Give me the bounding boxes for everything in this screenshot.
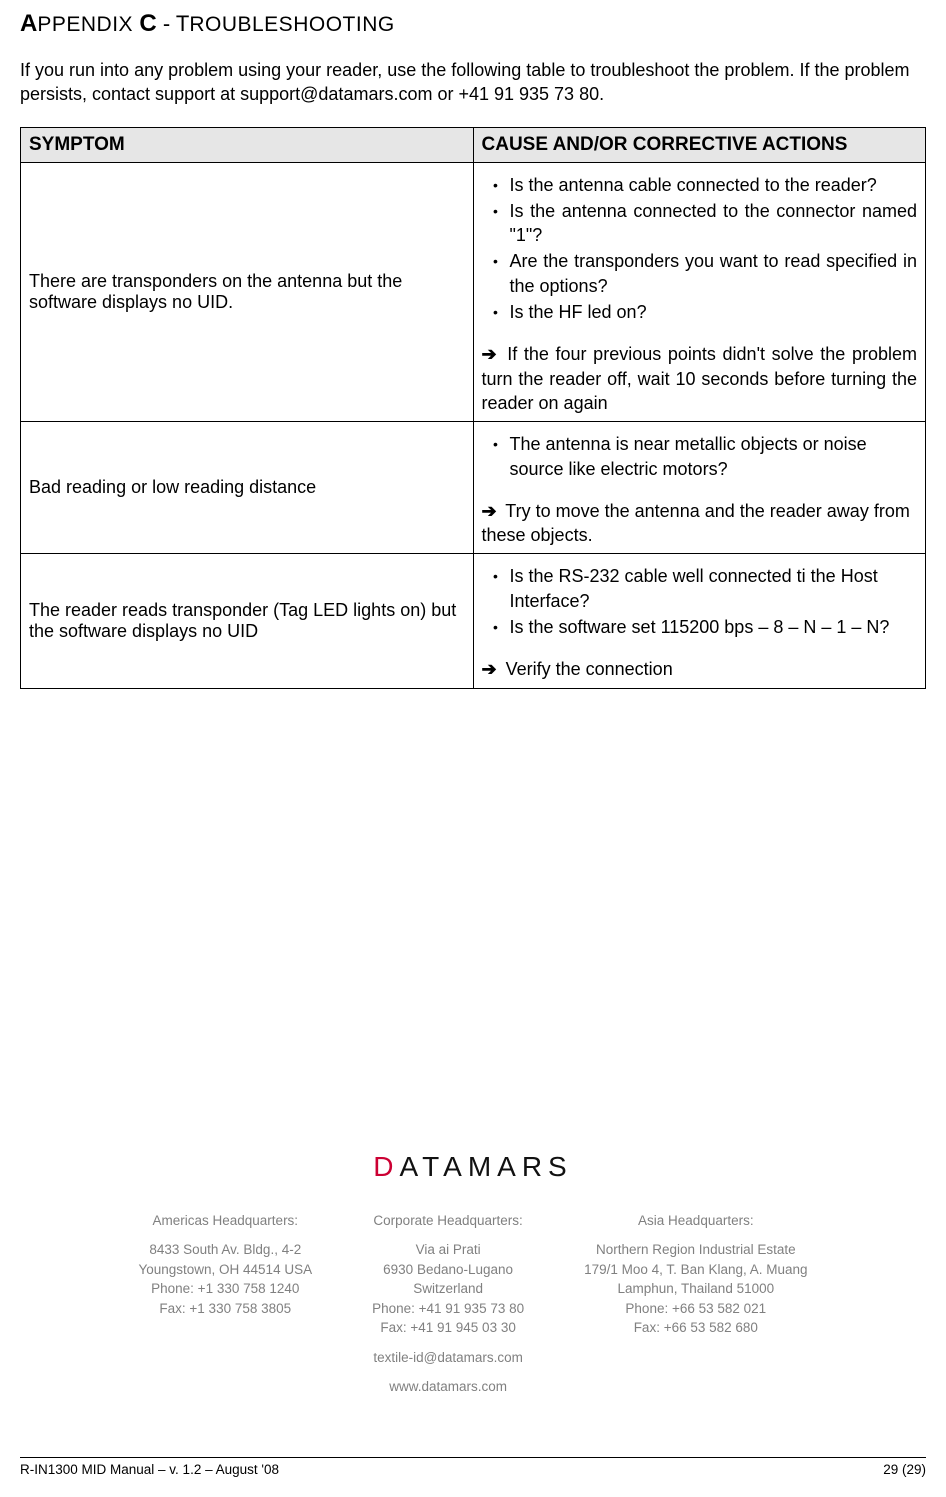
bullet-icon: • <box>482 564 510 588</box>
arrow-icon: ➔ <box>482 501 497 521</box>
symptom-cell: Bad reading or low reading distance <box>21 422 474 554</box>
address-line: Phone: +41 91 935 73 80 <box>372 1299 524 1319</box>
symptom-cell: The reader reads transponder (Tag LED li… <box>21 554 474 688</box>
symptom-cell: There are transponders on the antenna bu… <box>21 162 474 422</box>
hq-address: Northern Region Industrial Estate179/1 M… <box>584 1240 807 1338</box>
list-item-text: The antenna is near metallic objects or … <box>510 432 918 481</box>
datamars-logo: DATAMARS <box>373 1151 572 1182</box>
list-item-text: Is the antenna connected to the connecto… <box>510 199 918 248</box>
arrow-note: ➔ If the four previous points didn't sol… <box>482 342 918 415</box>
heading-ppendix: PPENDIX <box>37 13 139 36</box>
actions-list: •Is the RS-232 cable well connected ti t… <box>482 560 918 645</box>
logo-d-letter: D <box>373 1151 399 1182</box>
contact-extra: www.datamars.com <box>372 1377 524 1397</box>
address-line: Via ai Prati <box>372 1240 524 1260</box>
address-line: Phone: +1 330 758 1240 <box>138 1279 312 1299</box>
bullet-icon: • <box>482 249 510 273</box>
hq-title: Asia Headquarters: <box>584 1211 807 1231</box>
footer-divider <box>20 1457 926 1458</box>
table-row: Bad reading or low reading distance•The … <box>21 422 926 554</box>
table-header-row: SYMPTOM CAUSE AND/OR CORRECTIVE ACTIONS <box>21 127 926 162</box>
address-line: 8433 South Av. Bldg., 4-2 <box>138 1240 312 1260</box>
arrow-icon: ➔ <box>482 344 497 364</box>
list-item: •Are the transponders you want to read s… <box>482 249 918 298</box>
list-item: •The antenna is near metallic objects or… <box>482 432 918 481</box>
footer-right: 29 (29) <box>883 1462 926 1477</box>
arrow-text: If the four previous points didn't solve… <box>482 344 918 413</box>
address-line: Lamphun, Thailand 51000 <box>584 1279 807 1299</box>
heading-T: T <box>176 11 189 36</box>
actions-cell: •Is the antenna cable connected to the r… <box>473 162 926 422</box>
address-line: Phone: +66 53 582 021 <box>584 1299 807 1319</box>
hq-address: 8433 South Av. Bldg., 4-2Youngstown, OH … <box>138 1240 312 1318</box>
heading-A: A <box>20 10 37 37</box>
list-item: •Is the antenna cable connected to the r… <box>482 173 918 197</box>
arrow-text: Verify the connection <box>501 659 673 679</box>
list-item-text: Is the software set 115200 bps – 8 – N –… <box>510 615 918 639</box>
logo-block: DATAMARS <box>20 1151 926 1183</box>
header-actions: CAUSE AND/OR CORRECTIVE ACTIONS <box>473 127 926 162</box>
table-row: The reader reads transponder (Tag LED li… <box>21 554 926 688</box>
actions-cell: •Is the RS-232 cable well connected ti t… <box>473 554 926 688</box>
contact-column: Americas Headquarters: 8433 South Av. Bld… <box>138 1211 312 1398</box>
troubleshooting-table: SYMPTOM CAUSE AND/OR CORRECTIVE ACTIONS … <box>20 127 926 689</box>
address-line: Fax: +41 91 945 03 30 <box>372 1318 524 1338</box>
list-item: •Is the RS-232 cable well connected ti t… <box>482 564 918 613</box>
table-row: There are transponders on the antenna bu… <box>21 162 926 422</box>
arrow-note: ➔ Try to move the antenna and the reader… <box>482 499 918 548</box>
address-line: Fax: +1 330 758 3805 <box>138 1299 312 1319</box>
list-item-text: Are the transponders you want to read sp… <box>510 249 918 298</box>
hq-title: Corporate Headquarters: <box>372 1211 524 1231</box>
address-line: 179/1 Moo 4, T. Ban Klang, A. Muang <box>584 1260 807 1280</box>
actions-cell: •The antenna is near metallic objects or… <box>473 422 926 554</box>
actions-list: •The antenna is near metallic objects or… <box>482 428 918 487</box>
list-item: •Is the antenna connected to the connect… <box>482 199 918 248</box>
footer-left: R-IN1300 MID Manual – v. 1.2 – August '0… <box>20 1462 279 1477</box>
address-line: 6930 Bedano-Lugano <box>372 1260 524 1280</box>
list-item: •Is the software set 115200 bps – 8 – N … <box>482 615 918 639</box>
list-item-text: Is the RS-232 cable well connected ti th… <box>510 564 918 613</box>
list-item-text: Is the antenna cable connected to the re… <box>510 173 918 197</box>
bullet-icon: • <box>482 173 510 197</box>
address-line: Youngstown, OH 44514 USA <box>138 1260 312 1280</box>
logo-rest-letters: ATAMARS <box>400 1151 573 1182</box>
arrow-icon: ➔ <box>482 659 497 679</box>
arrow-text: Try to move the antenna and the reader a… <box>482 501 910 545</box>
intro-paragraph: If you run into any problem using your r… <box>20 58 926 107</box>
hq-title: Americas Headquarters: <box>138 1211 312 1231</box>
contact-extra: textile-id@datamars.com <box>372 1348 524 1368</box>
heading-C: C <box>139 10 156 37</box>
spacer <box>20 689 926 1151</box>
contact-column: Asia Headquarters: Northern Region Indust… <box>584 1211 807 1398</box>
bullet-icon: • <box>482 615 510 639</box>
bullet-icon: • <box>482 300 510 324</box>
page-footer: R-IN1300 MID Manual – v. 1.2 – August '0… <box>20 1462 926 1477</box>
bullet-icon: • <box>482 199 510 223</box>
header-symptom: SYMPTOM <box>21 127 474 162</box>
contact-column: Corporate Headquarters: Via ai Prati6930 … <box>372 1211 524 1398</box>
address-line: Switzerland <box>372 1279 524 1299</box>
heading-dash: - <box>157 11 176 36</box>
bullet-icon: • <box>482 432 510 456</box>
address-line: Northern Region Industrial Estate <box>584 1240 807 1260</box>
address-line: Fax: +66 53 582 680 <box>584 1318 807 1338</box>
arrow-note: ➔ Verify the connection <box>482 657 918 681</box>
heading-troubleshooting: ROUBLESHOOTING <box>189 13 394 36</box>
contacts-row: Americas Headquarters: 8433 South Av. Bld… <box>20 1211 926 1398</box>
page-heading: APPENDIX C - TROUBLESHOOTING <box>20 10 926 38</box>
hq-address: Via ai Prati6930 Bedano-LuganoSwitzerlan… <box>372 1240 524 1338</box>
list-item-text: Is the HF led on? <box>510 300 918 324</box>
actions-list: •Is the antenna cable connected to the r… <box>482 169 918 331</box>
list-item: •Is the HF led on? <box>482 300 918 324</box>
